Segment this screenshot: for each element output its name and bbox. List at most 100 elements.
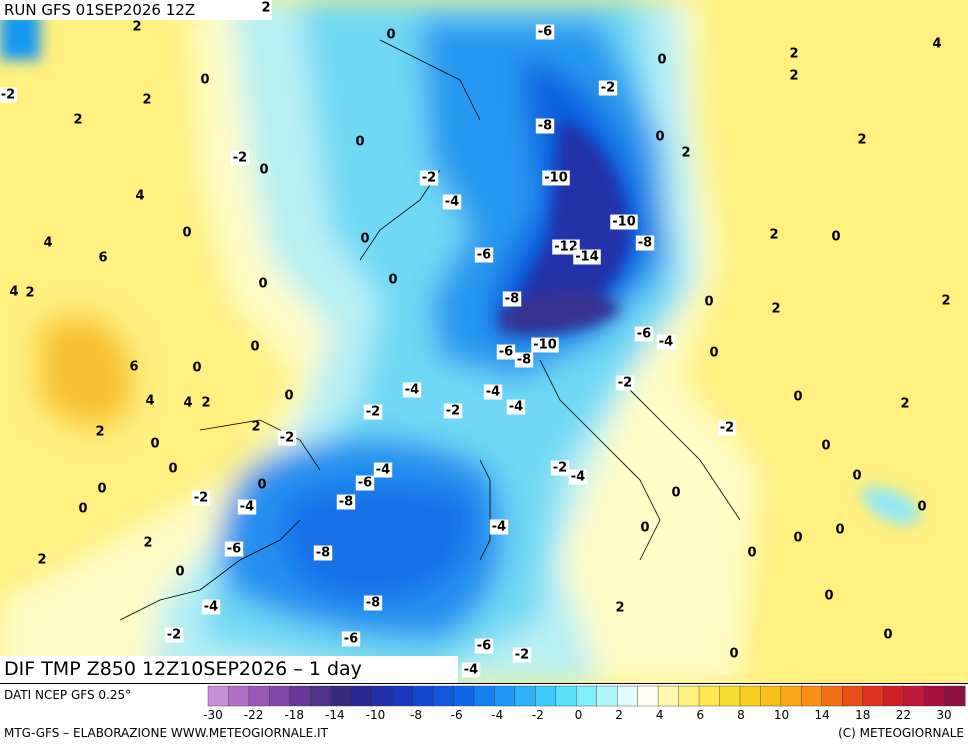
label-box xyxy=(535,24,555,40)
contour-label: -6 xyxy=(344,632,358,647)
contour-label: -2 xyxy=(515,648,529,663)
contour-label: 0 xyxy=(824,589,833,604)
contour-label: 0 xyxy=(97,482,106,497)
contour-label: 0 xyxy=(729,647,738,662)
label-box xyxy=(277,430,297,446)
contour-label: 0 xyxy=(168,462,177,477)
label-box xyxy=(610,214,638,230)
contour-label: 0 xyxy=(192,361,201,376)
field-label: DIF TMP Z850 12Z10SEP2026 – 1 day xyxy=(4,658,362,680)
colorbar-cell xyxy=(228,685,250,707)
colorbar-tick-label: 6 xyxy=(697,708,705,722)
colorbar-cell xyxy=(289,685,311,707)
footer-right: (C) METEOGIORNALE xyxy=(838,726,964,740)
label-box xyxy=(373,462,393,478)
contour-label: 2 xyxy=(251,420,260,435)
colorbar-cell xyxy=(657,685,680,707)
contour-label: 4 xyxy=(145,394,154,409)
contour-label: -6 xyxy=(538,25,552,40)
colorbar-cell xyxy=(310,685,332,707)
colorbar-cell xyxy=(923,685,946,707)
contour-label: -4 xyxy=(486,385,500,400)
colorbar-cell xyxy=(432,685,455,707)
contour-label: -2 xyxy=(366,405,380,420)
label-box xyxy=(336,494,356,510)
colorbar-cell xyxy=(821,685,843,707)
label-box xyxy=(443,403,463,419)
contour-label: -2 xyxy=(194,491,208,506)
contour-label: -8 xyxy=(339,495,353,510)
label-box xyxy=(512,647,532,663)
label-box xyxy=(224,541,244,557)
contour-label: 2 xyxy=(95,425,104,440)
colorbar-cell xyxy=(616,685,639,707)
contour-label: 4 xyxy=(932,37,941,52)
label-box xyxy=(237,499,257,515)
label-box xyxy=(164,627,184,643)
contour-label: 2 xyxy=(142,93,151,108)
label-box xyxy=(552,239,580,255)
contour-label: -6 xyxy=(637,327,651,342)
contour-label: -2 xyxy=(446,404,460,419)
label-box xyxy=(474,247,494,263)
colorbar-cell xyxy=(351,685,373,707)
label-box xyxy=(474,638,494,654)
contour-label: 0 xyxy=(355,135,364,150)
contour-label: -4 xyxy=(445,195,459,210)
colorbar-tick-label: 18 xyxy=(855,708,870,722)
contour-label: -4 xyxy=(376,463,390,478)
contour-label: 2 xyxy=(132,20,141,35)
contour-label: 0 xyxy=(793,531,802,546)
contour-label: -10 xyxy=(533,338,557,353)
contour-label: -4 xyxy=(405,383,419,398)
label-box xyxy=(489,519,509,535)
contour-label: 2 xyxy=(143,536,152,551)
colorbar-cell xyxy=(453,685,475,707)
label-box xyxy=(656,334,676,350)
contour-label: -4 xyxy=(240,500,254,515)
colorbar-cell xyxy=(535,685,557,707)
colorbar-tick-label: -14 xyxy=(325,708,345,722)
colorbar-cell xyxy=(473,685,495,707)
contour-label: 2 xyxy=(261,1,270,16)
colorbar-cell xyxy=(862,685,884,707)
contour-label: 2 xyxy=(25,286,34,301)
colorbar-cell xyxy=(739,685,761,707)
colorbar-cell xyxy=(371,685,393,707)
label-box xyxy=(573,249,601,265)
contour-label: 4 xyxy=(183,396,192,411)
colorbar-tick-label: 22 xyxy=(896,708,911,722)
colorbar-cell xyxy=(678,685,700,707)
contour-label: 4 xyxy=(135,189,144,204)
label-box xyxy=(502,291,522,307)
contour-label: 0 xyxy=(747,546,756,561)
contour-label: -6 xyxy=(477,248,491,263)
contour-label: 4 xyxy=(9,285,18,300)
contour-label: -2 xyxy=(1,88,15,103)
contour-label: -4 xyxy=(571,470,585,485)
colorbar-cell xyxy=(269,685,291,707)
contour-label: 0 xyxy=(657,53,666,68)
contour-label: 0 xyxy=(640,521,649,536)
colorbar-tick-label: 30 xyxy=(936,708,951,722)
contour-label: 0 xyxy=(821,439,830,454)
contour-label: -2 xyxy=(167,628,181,643)
colorbar-cell xyxy=(207,685,229,707)
label-box xyxy=(419,170,439,186)
label-box xyxy=(568,469,588,485)
colorbar-tick-label: 8 xyxy=(737,708,745,722)
contour-label: 2 xyxy=(857,133,866,148)
colorbar-cell xyxy=(780,685,802,707)
colorbar-cell xyxy=(555,685,577,707)
contour-label: -6 xyxy=(477,639,491,654)
contour-label: -2 xyxy=(422,171,436,186)
contour-label: 0 xyxy=(200,73,209,88)
contour-label: 2 xyxy=(73,113,82,128)
contour-label: -4 xyxy=(659,335,673,350)
colorbar-cell xyxy=(698,685,720,707)
colorbar-tick-label: 4 xyxy=(656,708,664,722)
label-box xyxy=(483,384,503,400)
colorbar-cell xyxy=(760,685,782,707)
contour-label: 0 xyxy=(150,437,159,452)
